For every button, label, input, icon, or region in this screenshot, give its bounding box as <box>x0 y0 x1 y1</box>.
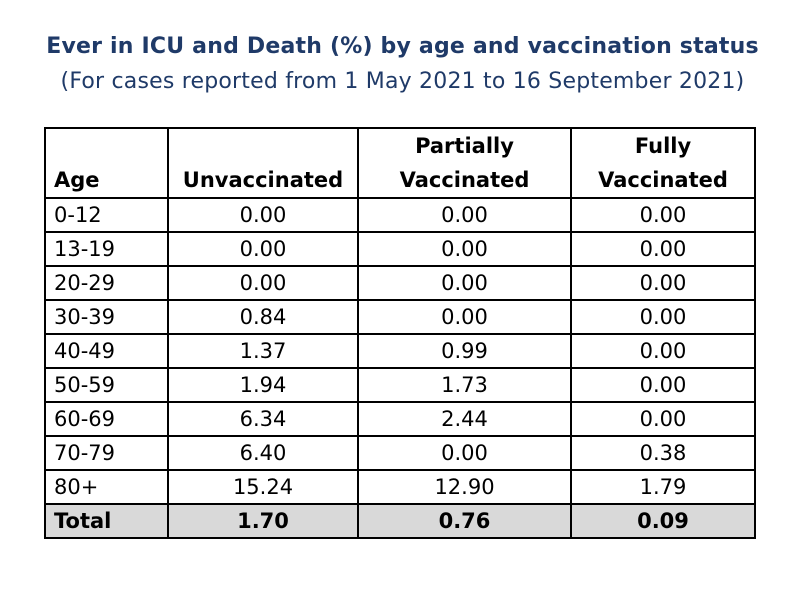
table-row: 40-49 1.37 0.99 0.00 <box>44 333 756 369</box>
table-row: 13-19 0.00 0.00 0.00 <box>44 231 756 267</box>
cell-partially: 2.44 <box>357 401 572 437</box>
cell-age: 80+ <box>44 469 169 505</box>
cell-fully: 0.00 <box>570 231 756 267</box>
cell-unvaccinated: 6.34 <box>167 401 359 437</box>
table-subtitle: (For cases reported from 1 May 2021 to 1… <box>60 69 745 94</box>
table-title: Ever in ICU and Death (%) by age and vac… <box>46 34 759 59</box>
table-row: 0-12 0.00 0.00 0.00 <box>44 197 756 233</box>
table-row: 70-79 6.40 0.00 0.38 <box>44 435 756 471</box>
cell-age: 70-79 <box>44 435 169 471</box>
cell-unvaccinated: 1.94 <box>167 367 359 403</box>
header-partially-vaccinated: Partially Vaccinated <box>357 127 572 199</box>
cell-partially: 12.90 <box>357 469 572 505</box>
cell-unvaccinated: 15.24 <box>167 469 359 505</box>
cell-partially: 0.00 <box>357 435 572 471</box>
cell-partially: 0.00 <box>357 197 572 233</box>
header-fully-vaccinated: Fully Vaccinated <box>570 127 756 199</box>
cell-fully: 0.38 <box>570 435 756 471</box>
total-unvaccinated: 1.70 <box>167 503 359 539</box>
cell-age: 13-19 <box>44 231 169 267</box>
total-row: Total 1.70 0.76 0.09 <box>44 503 756 539</box>
cell-age: 60-69 <box>44 401 169 437</box>
table-row: 30-39 0.84 0.00 0.00 <box>44 299 756 335</box>
cell-fully: 0.00 <box>570 401 756 437</box>
total-fully: 0.09 <box>570 503 756 539</box>
cell-partially: 0.00 <box>357 265 572 301</box>
total-partially: 0.76 <box>357 503 572 539</box>
cell-fully: 1.79 <box>570 469 756 505</box>
table-body: 0-12 0.00 0.00 0.00 13-19 0.00 0.00 0.00… <box>44 197 756 539</box>
table-row: 20-29 0.00 0.00 0.00 <box>44 265 756 301</box>
table-header: Age Unvaccinated Partially Vaccinated Fu… <box>44 127 756 199</box>
cell-unvaccinated: 6.40 <box>167 435 359 471</box>
cell-unvaccinated: 1.37 <box>167 333 359 369</box>
cell-unvaccinated: 0.00 <box>167 231 359 267</box>
header-age: Age <box>44 127 169 199</box>
cell-unvaccinated: 0.00 <box>167 265 359 301</box>
table-row: 80+ 15.24 12.90 1.79 <box>44 469 756 505</box>
cell-age: 0-12 <box>44 197 169 233</box>
cell-fully: 0.00 <box>570 197 756 233</box>
cell-unvaccinated: 0.00 <box>167 197 359 233</box>
table-row: 50-59 1.94 1.73 0.00 <box>44 367 756 403</box>
cell-fully: 0.00 <box>570 367 756 403</box>
cell-partially: 0.00 <box>357 299 572 335</box>
table-row: 60-69 6.34 2.44 0.00 <box>44 401 756 437</box>
header-row: Age Unvaccinated Partially Vaccinated Fu… <box>44 127 756 199</box>
cell-age: 50-59 <box>44 367 169 403</box>
header-fully-line2: Vaccinated <box>598 168 728 192</box>
cell-partially: 1.73 <box>357 367 572 403</box>
cell-unvaccinated: 0.84 <box>167 299 359 335</box>
cell-age: 20-29 <box>44 265 169 301</box>
cell-partially: 0.00 <box>357 231 572 267</box>
header-partially-line2: Vaccinated <box>399 168 530 192</box>
cell-partially: 0.99 <box>357 333 572 369</box>
header-unvaccinated: Unvaccinated <box>167 127 359 199</box>
cell-fully: 0.00 <box>570 333 756 369</box>
total-label: Total <box>44 503 169 539</box>
header-partially-line1: Partially <box>415 134 514 158</box>
cell-age: 30-39 <box>44 299 169 335</box>
icu-death-table: Age Unvaccinated Partially Vaccinated Fu… <box>44 127 756 539</box>
cell-fully: 0.00 <box>570 265 756 301</box>
cell-age: 40-49 <box>44 333 169 369</box>
header-fully-line1: Fully <box>634 134 692 158</box>
cell-fully: 0.00 <box>570 299 756 335</box>
